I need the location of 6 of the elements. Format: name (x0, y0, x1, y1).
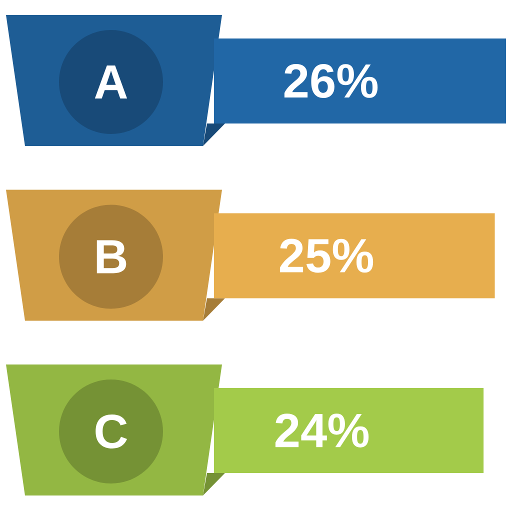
y-tick-label: B (96, 240, 126, 274)
data-label: 24% (275, 414, 369, 448)
y-tick-label: C (96, 414, 128, 448)
data-label: 26% (284, 64, 378, 98)
y-tick-label: A (94, 65, 128, 99)
data-label: 25% (280, 238, 374, 273)
